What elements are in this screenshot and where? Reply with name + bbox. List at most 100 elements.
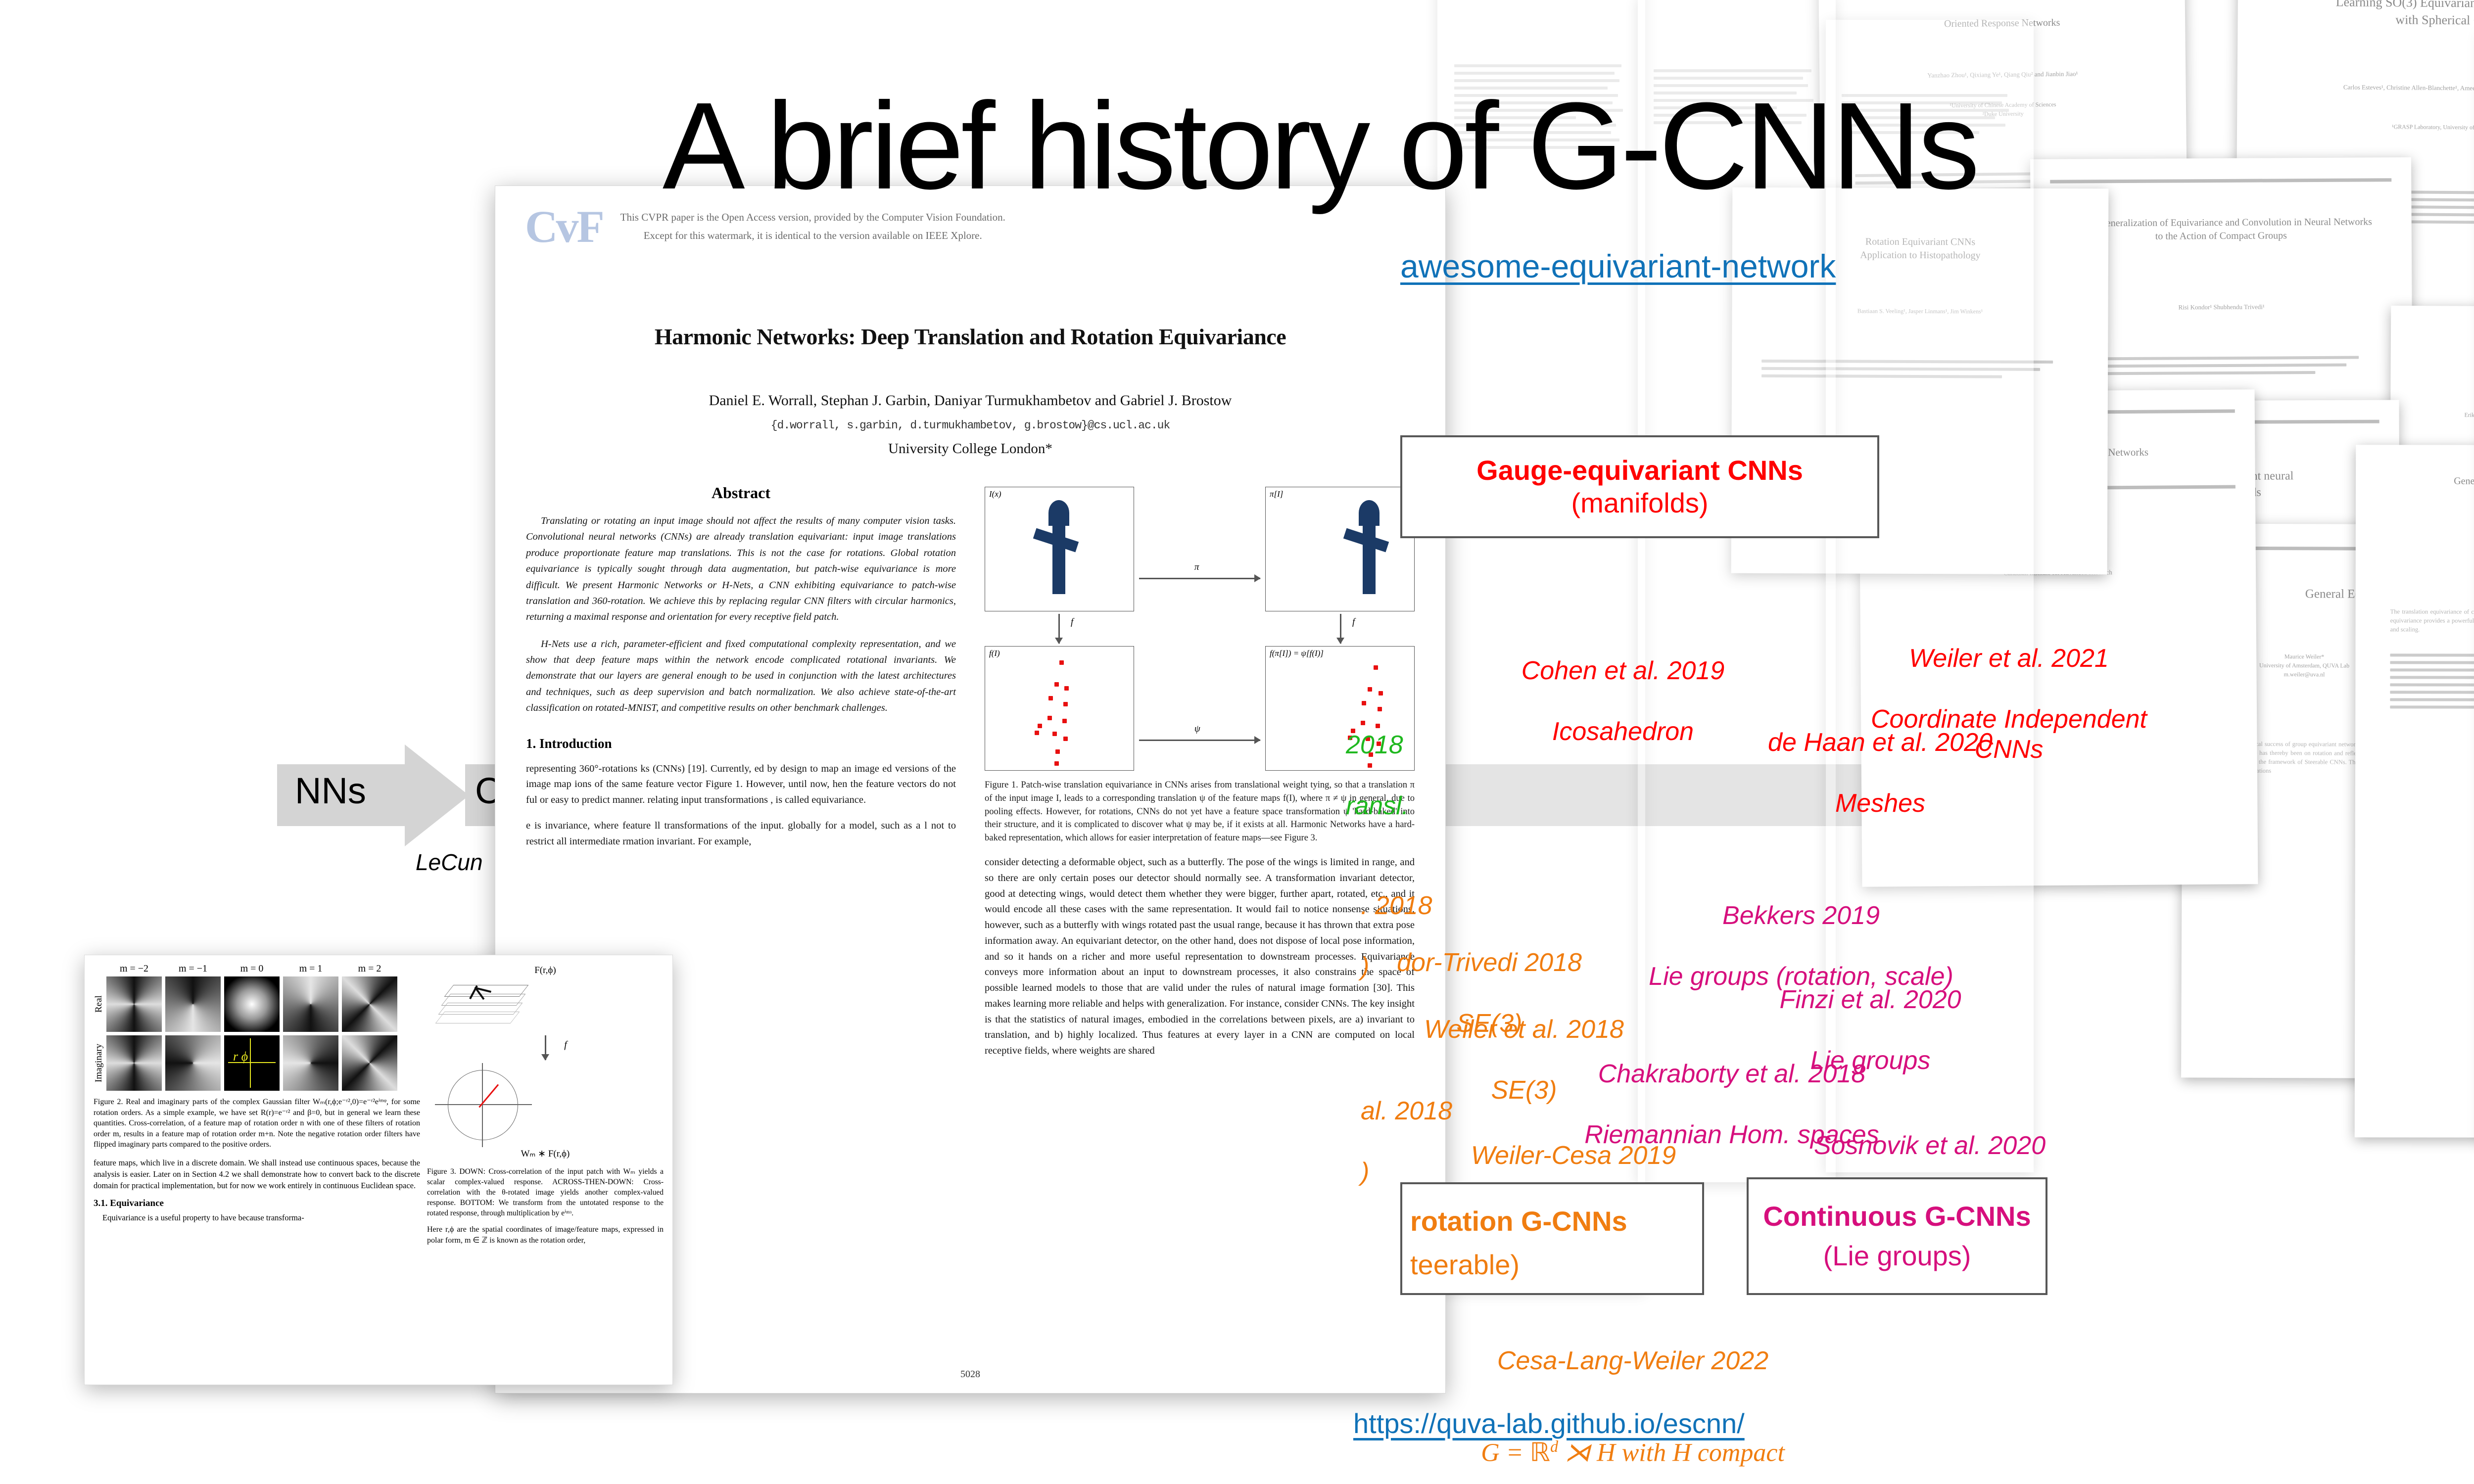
equivariance-section-text: Equivariance is a useful property to hav… bbox=[102, 1213, 304, 1223]
introduction-text: representing 360°-rotations ks (CNNs) [1… bbox=[526, 763, 956, 806]
category-box-line2: (manifolds) bbox=[1571, 487, 1709, 518]
annotation-line2: Meshes bbox=[1835, 789, 1926, 818]
introduction-text-2: e is invariance, where feature ll transf… bbox=[526, 820, 956, 847]
panel-label: I(x) bbox=[989, 489, 1001, 499]
paper-emails: {d.worrall, s.garbin, d.turmukhambetov, … bbox=[770, 419, 1171, 432]
panel-label: π[I] bbox=[1270, 489, 1284, 499]
annotation-line2: ) bbox=[1361, 952, 1370, 981]
figure-1-panel-tr: π[I] bbox=[1265, 487, 1415, 611]
figure-1-caption: Figure 1. Patch-wise translation equivar… bbox=[985, 780, 1415, 843]
filter-header: m = 0 bbox=[240, 963, 264, 974]
category-box-line2: (Lie groups) bbox=[1823, 1240, 1971, 1271]
annotation-line1: al. 2018 bbox=[1361, 1097, 1453, 1126]
category-box-continuous-gcnns: Continuous G-CNNs (Lie groups) bbox=[1747, 1177, 2047, 1295]
annotation-line1: Weiler et al. 2018 bbox=[1424, 1015, 1624, 1044]
paper-body-column-2: consider detecting a deformable object, … bbox=[985, 857, 1415, 1057]
annotation-chakraborty-2018: Chakraborty et al. 2018 Riemannian Hom. … bbox=[1559, 1029, 1905, 1181]
abstract-paragraph-1: Translating or rotating an input image s… bbox=[526, 515, 956, 623]
annotation-line1: Bekkers 2019 bbox=[1722, 901, 1880, 930]
annotation-line2: Lie groups (rotation, scale) bbox=[1649, 962, 1953, 991]
category-box-line1: rotation G-CNNs bbox=[1410, 1205, 1627, 1237]
annotation-line1: Sosnovik et al. 2020 bbox=[1813, 1131, 2046, 1160]
figure-1-panel-tl: I(x) bbox=[985, 487, 1134, 611]
formula-blackboard-r: ℝ bbox=[1529, 1438, 1550, 1468]
annotation-line2: ) bbox=[1361, 1158, 1370, 1187]
panel-label: f(π[I]) = ψ[f(I)] bbox=[1270, 649, 1324, 658]
timeline-stage-nns: NNs bbox=[295, 770, 366, 811]
watermark-line-2: Except for this watermark, it is identic… bbox=[643, 230, 982, 241]
figure-3-tail-text: Here r,ϕ are the spatial coordinates of … bbox=[427, 1225, 664, 1245]
annotation-line2: Riemannian Hom. spaces bbox=[1584, 1120, 1879, 1150]
figure-2-block: m = −2 m = −1 m = 0 m = 1 m = 2 Real Ima… bbox=[94, 963, 420, 1247]
feature-map-stack bbox=[427, 981, 664, 1035]
filter-tile-real-m1 bbox=[283, 976, 338, 1032]
filter-row-label-real: Real bbox=[94, 995, 104, 1013]
page-title: A brief history of G-CNNs bbox=[662, 77, 1980, 215]
paper-page-number: 5028 bbox=[960, 1369, 980, 1380]
annotation-cohen-2019: Cohen et al. 2019 Icosahedron bbox=[1509, 626, 1737, 778]
annotation-line2: Icosahedron bbox=[1552, 717, 1694, 746]
paper-columns: Abstract Translating or rotating an inpu… bbox=[495, 484, 1445, 1059]
annotation-line2: Coordinate Independent CNNs bbox=[1870, 705, 2147, 764]
annotation-line1: 2018 bbox=[1346, 731, 1403, 760]
figure-2-caption: Figure 2. Real and imaginary parts of th… bbox=[94, 1098, 420, 1149]
paper-affiliation: University College London* bbox=[888, 441, 1052, 457]
paper-authors: Erik J. Bekkers¹, Maxime W. Lafarge², Mi… bbox=[2464, 412, 2474, 420]
annotation-line2: Lie groups bbox=[1810, 1046, 1931, 1075]
arrow-label-f: f bbox=[564, 1039, 567, 1050]
background-paper-generalizing-lie-groups: Generalizing Convolutional Neural Networ… bbox=[2354, 445, 2474, 1138]
paper-title: Generalizing Convolutional Neural Networ… bbox=[2454, 475, 2474, 487]
equivariance-section-heading: 3.1. Equivariance bbox=[94, 1198, 164, 1209]
paper-authors: Maurice Weiler* University of Amsterdam,… bbox=[2259, 652, 2350, 678]
formula-rest: ⋊ H with H compact bbox=[1558, 1438, 1785, 1467]
paper-column-right: I(x) π π[I] bbox=[985, 484, 1415, 1059]
figure-3-output-label: Wₘ ∗ F(r,ϕ) bbox=[521, 1149, 570, 1159]
category-box-line1: Gauge-equivariant CNNs bbox=[1476, 454, 1803, 486]
annotation-line1: Weiler et al. 2021 bbox=[1909, 644, 2109, 673]
annotation-de-haan-2020: de Haan et al. 2020 Meshes bbox=[1727, 697, 2034, 849]
figure-1-arrow-label-pi: π bbox=[1194, 561, 1199, 572]
category-box-line2: teerable) bbox=[1410, 1249, 1520, 1280]
category-box-line1: Continuous G-CNNs bbox=[1763, 1200, 2031, 1232]
filter-tile-imag-m0: r ϕ bbox=[224, 1035, 280, 1091]
paper-title: Harmonic Networks: Deep Translation and … bbox=[654, 324, 1286, 349]
escnn-documentation-link[interactable]: https://quva-lab.github.io/escnn/ bbox=[1353, 1408, 1745, 1439]
timeline-citation-lecun: LeCun bbox=[416, 849, 483, 875]
annotation-weiler-2021: Weiler et al. 2021 Coordinate Independen… bbox=[1841, 613, 2177, 795]
filter-tile-imag-m-1 bbox=[165, 1035, 221, 1091]
annotation-line1: . 2018 bbox=[1361, 891, 1432, 921]
panel-label: f(I) bbox=[989, 649, 1000, 658]
annotation-finzi-2020: Finzi et al. 2020 Lie groups bbox=[1742, 955, 1999, 1107]
annotation-line2: SE(3) bbox=[1456, 1009, 1522, 1038]
figure-1-arrow-label-f2: f bbox=[1352, 617, 1355, 627]
figure-1-arrow-label-f: f bbox=[1071, 617, 1074, 627]
annotation-line1: Weiler-Cesa 2019 bbox=[1471, 1141, 1676, 1170]
abstract-heading: Abstract bbox=[711, 484, 771, 502]
paper-authors: Daniel E. Worrall, Stephan J. Garbin, Da… bbox=[709, 392, 1232, 409]
awesome-equivariant-network-link[interactable]: awesome-equivariant-network bbox=[1400, 248, 1836, 284]
introduction-heading: 1. Introduction bbox=[526, 736, 612, 751]
figure-3-arrow-f: f bbox=[427, 1035, 664, 1063]
polar-coordinate-overlay: r ϕ bbox=[233, 1049, 248, 1064]
annotation-orange-2018b: al. 2018 ) bbox=[1361, 1066, 1509, 1218]
category-box-rotation-gcnns: rotation G-CNNs teerable) bbox=[1400, 1182, 1704, 1295]
annotation-line1: de Haan et al. 2020 bbox=[1768, 728, 1993, 757]
filter-header: m = 2 bbox=[358, 963, 381, 974]
paper-column-left: Abstract Translating or rotating an inpu… bbox=[526, 484, 956, 1059]
figure-3-caption: Figure 3. DOWN: Cross-correlation of the… bbox=[427, 1167, 664, 1218]
figure-paper-body: feature maps, which live in a discrete d… bbox=[94, 1158, 420, 1191]
annotation-line1: dor-Trivedi 2018 bbox=[1397, 948, 1582, 977]
paper-title: Learning SO(3) Equivariant Representatio… bbox=[2335, 0, 2474, 28]
cvf-logo: CvF bbox=[525, 201, 605, 252]
unit-circle-diagram bbox=[427, 1063, 664, 1147]
figure-1: I(x) π π[I] bbox=[985, 487, 1415, 771]
filter-tile-real-m-2 bbox=[106, 976, 162, 1032]
figure-1-panel-bl: f(I) bbox=[985, 646, 1134, 771]
filter-header: m = −2 bbox=[119, 963, 149, 974]
cvf-watermark-row: CvF This CVPR paper is the Open Access v… bbox=[495, 186, 1445, 249]
annotation-line2: SE(3) bbox=[1491, 1076, 1557, 1105]
annotation-line1: Cesa-Lang-Weiler 2022 bbox=[1497, 1346, 1769, 1376]
annotation-formula: G = ℝd ⋊ H with H compact bbox=[1410, 1407, 1856, 1468]
category-box-gauge-equivariant: Gauge-equivariant CNNs (manifolds) bbox=[1400, 435, 1879, 538]
